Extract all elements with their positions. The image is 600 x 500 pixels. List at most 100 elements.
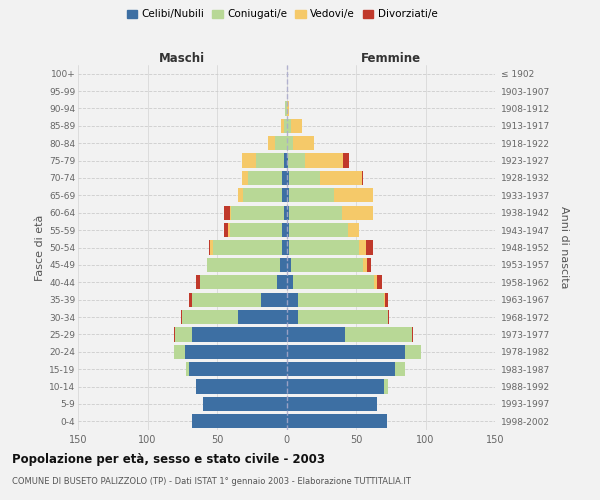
Bar — [404, 344, 421, 359]
Bar — [287, 188, 289, 202]
Bar — [283, 223, 287, 237]
Bar — [385, 292, 388, 307]
Bar — [238, 188, 244, 202]
Bar — [203, 397, 287, 411]
Bar — [367, 258, 371, 272]
Bar — [366, 240, 373, 254]
Bar — [284, 118, 287, 133]
Bar — [289, 223, 347, 237]
Bar — [288, 154, 305, 168]
Bar — [238, 310, 287, 324]
Bar — [287, 380, 384, 394]
Bar — [185, 344, 287, 359]
Bar — [289, 188, 334, 202]
Bar — [187, 362, 189, 376]
Bar — [287, 136, 293, 150]
Bar — [174, 328, 175, 342]
Bar — [280, 258, 287, 272]
Bar — [284, 154, 287, 168]
Bar — [384, 380, 388, 394]
Bar — [287, 154, 288, 168]
Bar — [230, 223, 283, 237]
Bar — [388, 310, 389, 324]
Bar — [287, 206, 289, 220]
Bar — [320, 171, 362, 185]
Bar — [242, 154, 256, 168]
Bar — [268, 136, 275, 150]
Bar — [287, 275, 293, 289]
Bar — [289, 240, 359, 254]
Bar — [285, 102, 287, 116]
Bar — [213, 240, 283, 254]
Bar — [228, 223, 230, 237]
Bar — [347, 223, 359, 237]
Bar — [287, 310, 298, 324]
Bar — [281, 118, 284, 133]
Bar — [207, 258, 280, 272]
Bar — [343, 154, 349, 168]
Bar — [224, 206, 230, 220]
Bar — [293, 275, 374, 289]
Bar — [412, 328, 413, 342]
Text: COMUNE DI BUSETO PALIZZOLO (TP) - Dati ISTAT 1° gennaio 2003 - Elaborazione TUTT: COMUNE DI BUSETO PALIZZOLO (TP) - Dati I… — [12, 478, 411, 486]
Bar — [284, 206, 287, 220]
Bar — [192, 328, 287, 342]
Bar — [192, 292, 262, 307]
Y-axis label: Fasce di età: Fasce di età — [35, 214, 45, 280]
Bar — [182, 310, 238, 324]
Bar — [283, 171, 287, 185]
Bar — [298, 310, 388, 324]
Bar — [248, 171, 283, 185]
Bar — [283, 188, 287, 202]
Bar — [200, 275, 277, 289]
Bar — [395, 362, 404, 376]
Bar — [384, 292, 385, 307]
Bar — [345, 328, 412, 342]
Text: Popolazione per età, sesso e stato civile - 2003: Popolazione per età, sesso e stato civil… — [12, 452, 325, 466]
Bar — [210, 240, 213, 254]
Bar — [174, 344, 185, 359]
Bar — [275, 136, 287, 150]
Bar — [359, 240, 366, 254]
Bar — [290, 258, 363, 272]
Bar — [374, 275, 377, 289]
Bar — [181, 310, 182, 324]
Bar — [287, 258, 290, 272]
Bar — [196, 380, 287, 394]
Bar — [230, 206, 231, 220]
Bar — [298, 292, 384, 307]
Bar — [363, 258, 367, 272]
Bar — [342, 206, 373, 220]
Bar — [277, 275, 287, 289]
Bar — [377, 275, 382, 289]
Bar — [287, 414, 386, 428]
Bar — [192, 414, 287, 428]
Bar — [242, 171, 248, 185]
Bar — [189, 292, 192, 307]
Bar — [287, 223, 289, 237]
Bar — [334, 188, 373, 202]
Y-axis label: Anni di nascita: Anni di nascita — [559, 206, 569, 289]
Bar — [287, 118, 290, 133]
Bar — [175, 328, 192, 342]
Bar — [283, 240, 287, 254]
Bar — [287, 328, 345, 342]
Bar — [287, 344, 404, 359]
Bar — [224, 223, 228, 237]
Bar — [289, 206, 342, 220]
Bar — [305, 154, 343, 168]
Bar — [209, 240, 210, 254]
Bar — [362, 171, 363, 185]
Bar — [256, 154, 284, 168]
Legend: Celibi/Nubili, Coniugati/e, Vedovi/e, Divorziati/e: Celibi/Nubili, Coniugati/e, Vedovi/e, Di… — [122, 5, 442, 24]
Bar — [287, 240, 289, 254]
Bar — [287, 292, 298, 307]
Bar — [289, 171, 320, 185]
Text: Femmine: Femmine — [361, 52, 421, 65]
Bar — [244, 188, 283, 202]
Bar — [287, 362, 395, 376]
Bar — [290, 118, 302, 133]
Bar — [287, 102, 289, 116]
Bar — [287, 171, 289, 185]
Text: Maschi: Maschi — [159, 52, 205, 65]
